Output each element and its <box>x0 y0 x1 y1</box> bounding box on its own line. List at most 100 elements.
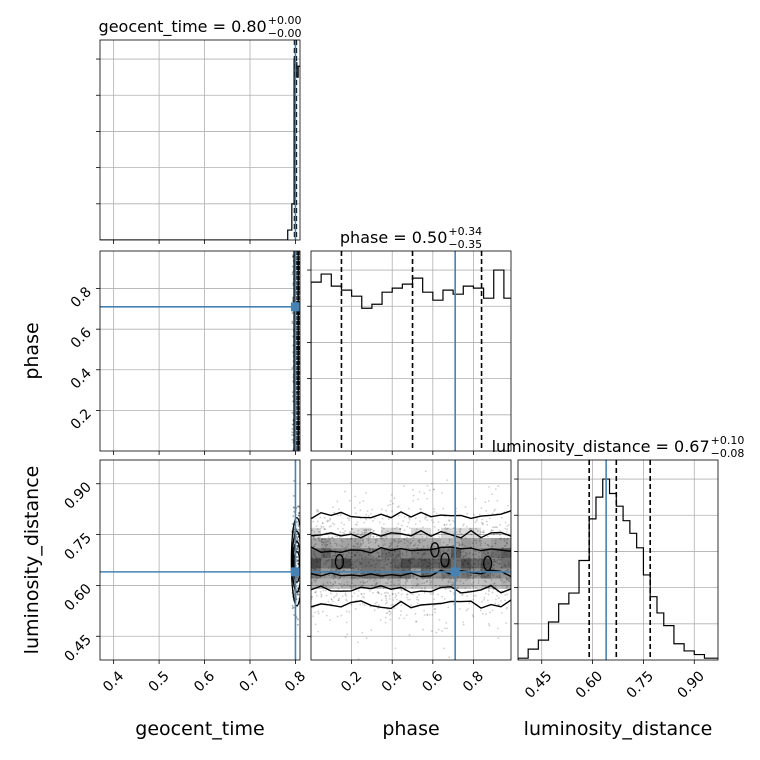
sample-point <box>401 552 404 555</box>
sample-point <box>329 517 331 520</box>
sample-point <box>505 539 508 541</box>
sample-point <box>334 554 337 557</box>
density-cell <box>391 578 401 589</box>
density-cell <box>501 537 511 549</box>
density-cell <box>331 578 341 589</box>
sample-point <box>375 583 378 585</box>
sample-point <box>324 589 327 592</box>
sample-point <box>297 562 299 565</box>
sample-point <box>506 537 509 540</box>
sample-point <box>412 574 415 577</box>
sample-point <box>378 555 381 558</box>
sample-point <box>347 543 350 545</box>
panel-background <box>100 40 300 240</box>
hist-panel-luminosity_distance: luminosity_distance = 0.67 +0.10−0.08 <box>492 434 744 661</box>
sample-point <box>479 609 482 612</box>
sample-point <box>332 506 334 509</box>
sample-point <box>297 539 299 541</box>
sample-point <box>369 512 372 515</box>
sample-point <box>385 591 388 594</box>
sample-point <box>416 602 419 605</box>
sample-point <box>384 594 387 597</box>
sample-point <box>297 592 299 595</box>
sample-point <box>471 614 474 617</box>
density-cell <box>371 537 381 549</box>
density-cell <box>321 568 331 579</box>
contour-line <box>430 542 440 558</box>
sample-point <box>360 544 363 547</box>
density-cell <box>361 527 371 538</box>
sample-point <box>369 605 372 608</box>
sample-point <box>414 612 417 615</box>
sample-point <box>426 580 428 582</box>
sample-point <box>402 520 405 522</box>
sample-point <box>382 544 385 547</box>
sample-point <box>411 539 414 542</box>
sample-point <box>330 598 333 601</box>
density-cell <box>321 558 331 569</box>
sample-point <box>430 580 433 583</box>
density-cell <box>441 568 451 579</box>
panel-content <box>100 251 300 451</box>
sample-point <box>490 530 493 533</box>
sample-point <box>392 539 395 542</box>
density-cell <box>341 548 351 559</box>
sample-point <box>452 583 455 586</box>
sample-point <box>429 583 432 586</box>
sample-point <box>346 517 349 519</box>
sample-point <box>393 583 395 586</box>
sample-point <box>447 606 450 609</box>
sample-point <box>452 544 455 547</box>
sample-point <box>325 594 328 597</box>
sample-point <box>322 541 325 544</box>
sample-point <box>402 584 405 587</box>
sample-point <box>451 583 453 586</box>
sample-point <box>389 500 392 502</box>
sample-point <box>452 603 455 606</box>
sample-point <box>496 595 499 597</box>
sample-point <box>416 583 419 586</box>
sample-point <box>297 535 300 538</box>
sample-point <box>499 579 502 581</box>
sample-point <box>403 516 406 518</box>
sample-point <box>481 600 483 603</box>
sample-point <box>419 520 422 523</box>
sample-point <box>423 539 426 542</box>
sample-point <box>391 593 394 596</box>
sample-point <box>485 613 488 615</box>
sample-point <box>449 523 452 526</box>
sample-point <box>372 548 375 551</box>
density-cell <box>311 568 321 579</box>
sample-point <box>474 549 476 552</box>
contour-line <box>311 510 511 520</box>
x-axis-label-luminosity_distance: luminosity_distance <box>524 718 713 740</box>
density-cell <box>361 568 371 579</box>
sample-point <box>363 521 366 524</box>
sample-point <box>460 532 463 535</box>
sample-point <box>506 585 509 588</box>
sample-point <box>486 543 489 546</box>
sample-point <box>360 592 363 595</box>
sample-point <box>448 541 451 544</box>
sample-point <box>405 614 408 617</box>
sample-point <box>449 581 452 584</box>
sample-point <box>422 526 424 529</box>
sample-point <box>386 530 389 533</box>
sample-point <box>336 535 339 538</box>
sample-point <box>399 527 402 530</box>
sample-point <box>316 584 318 587</box>
density-cell <box>461 578 471 589</box>
sample-point <box>298 512 300 514</box>
sample-point <box>358 545 361 548</box>
sample-point <box>357 589 360 592</box>
sample-point <box>362 596 365 599</box>
density-cell <box>451 527 461 538</box>
sample-point <box>434 584 437 587</box>
sample-point <box>320 541 323 543</box>
density-cell <box>431 578 441 589</box>
sample-point <box>506 568 509 571</box>
sample-point <box>354 538 357 540</box>
sample-point <box>298 593 300 596</box>
sample-point <box>337 572 340 575</box>
panel-background <box>100 460 300 660</box>
